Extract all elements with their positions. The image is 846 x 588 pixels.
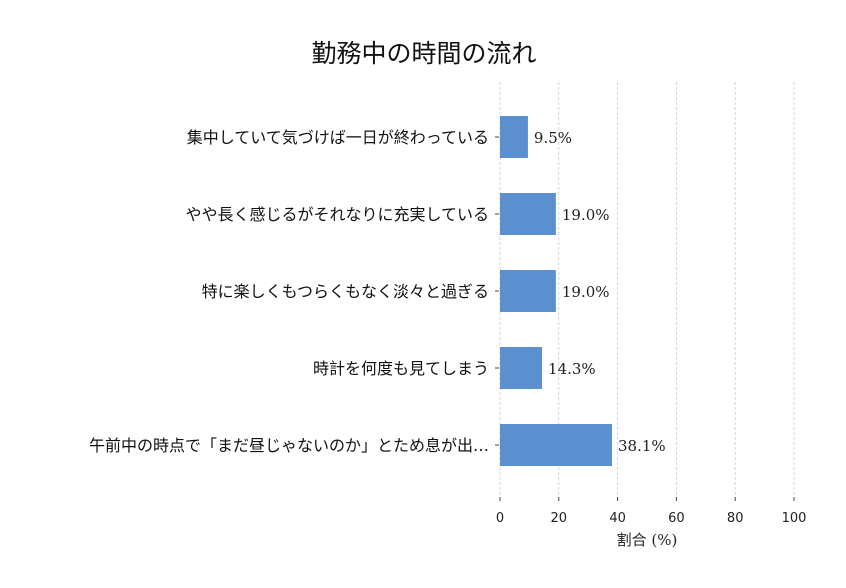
value-label: 38.1% bbox=[618, 437, 666, 455]
x-tick-label: 40 bbox=[609, 511, 626, 526]
bar bbox=[500, 347, 543, 389]
bar bbox=[500, 193, 556, 235]
x-tick-label: 60 bbox=[668, 511, 685, 526]
x-axis-label: 割合 (%) bbox=[617, 531, 678, 549]
category-label: 集中していて気づけば一日が終わっている bbox=[187, 128, 489, 147]
x-tick-label: 100 bbox=[782, 511, 807, 526]
bar bbox=[500, 270, 556, 312]
x-tick-label: 0 bbox=[496, 511, 504, 526]
category-label: 特に楽しくもつらくもなく淡々と過ぎる bbox=[202, 282, 489, 301]
value-label: 19.0% bbox=[562, 283, 610, 301]
value-label: 9.5% bbox=[534, 129, 572, 147]
category-label: 時計を何度も見てしまう bbox=[313, 359, 489, 378]
bar bbox=[500, 424, 613, 466]
x-tick-label: 80 bbox=[727, 511, 744, 526]
value-label: 19.0% bbox=[562, 206, 610, 224]
x-tick-label: 20 bbox=[551, 511, 568, 526]
category-label: 午前中の時点で「まだ昼じゃないのか」とため息が出… bbox=[89, 436, 489, 455]
chart-title: 勤務中の時間の流れ bbox=[311, 39, 536, 68]
value-label: 14.3% bbox=[548, 360, 596, 378]
bar bbox=[500, 116, 528, 158]
category-label: やや長く感じるがそれなりに充実している bbox=[185, 205, 489, 224]
